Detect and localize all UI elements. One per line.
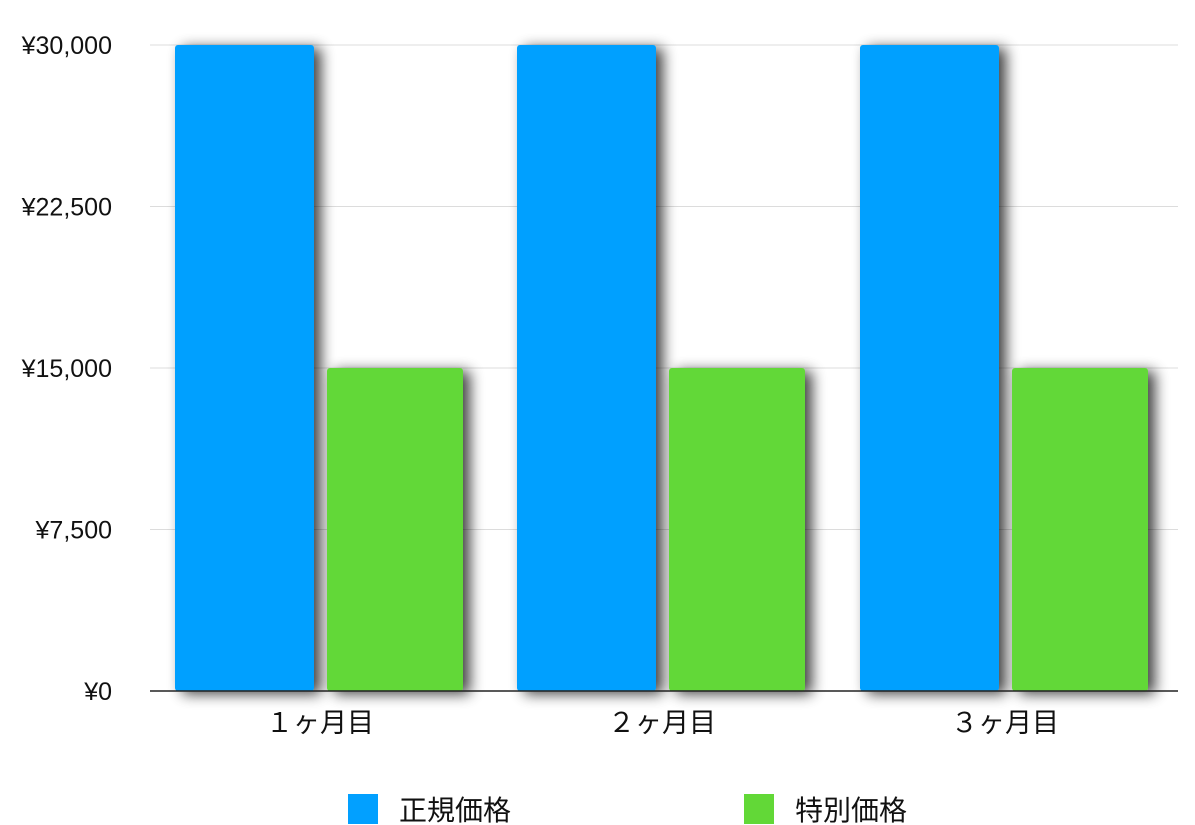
- bar-regular-price: [860, 45, 999, 691]
- y-axis-ticks: ¥0 ¥7,500 ¥15,000 ¥22,500 ¥30,000: [21, 32, 112, 706]
- legend-swatch: [744, 794, 774, 824]
- legend-label: 特別価格: [795, 794, 907, 825]
- legend-label: 正規価格: [399, 794, 511, 825]
- bar-regular-price: [175, 45, 314, 691]
- bar-special-price: [1012, 368, 1148, 691]
- y-tick-label: ¥7,500: [35, 517, 112, 545]
- x-tick-label: ３ヶ月目: [951, 708, 1059, 739]
- bars: [175, 45, 1148, 691]
- gridlines: [150, 44, 1178, 530]
- x-tick-label: ２ヶ月目: [608, 708, 716, 739]
- legend-swatch: [348, 794, 378, 824]
- x-tick-label: １ヶ月目: [266, 708, 374, 739]
- y-tick-label: ¥30,000: [21, 32, 112, 60]
- y-tick-label: ¥15,000: [21, 355, 112, 383]
- y-tick-label: ¥22,500: [21, 194, 112, 222]
- legend: 正規価格 特別価格: [348, 794, 907, 825]
- bar-special-price: [669, 368, 805, 691]
- bar-special-price: [327, 368, 463, 691]
- x-axis-labels: １ヶ月目 ２ヶ月目 ３ヶ月目: [266, 708, 1059, 739]
- y-tick-label: ¥0: [83, 678, 112, 706]
- bar-regular-price: [517, 45, 656, 691]
